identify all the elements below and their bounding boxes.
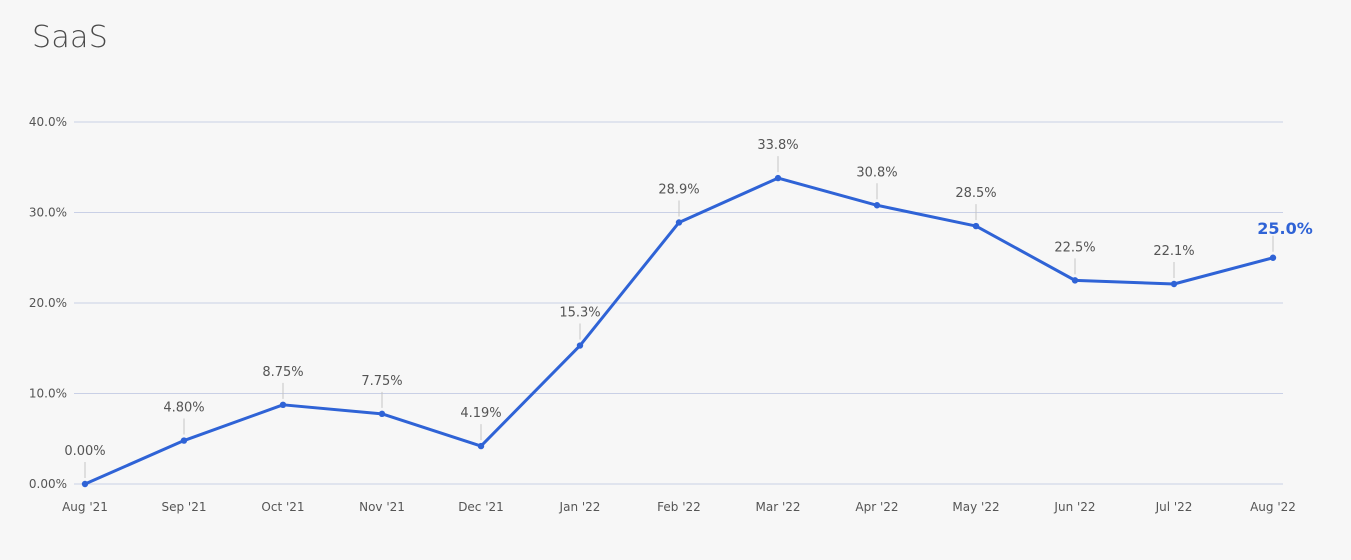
data-point xyxy=(378,410,386,418)
x-tick-label: Jun '22 xyxy=(1053,500,1095,514)
x-tick-label: Aug '22 xyxy=(1250,500,1296,514)
y-tick-label: 10.0% xyxy=(29,387,67,401)
data-label: 7.75% xyxy=(361,374,402,389)
data-point xyxy=(675,219,683,226)
data-label: 8.75% xyxy=(262,365,303,380)
y-tick-label: 0.00% xyxy=(29,477,67,491)
data-label: 15.3% xyxy=(559,306,600,321)
data-label: 22.1% xyxy=(1153,244,1194,259)
chart-title: SaaS xyxy=(32,20,109,55)
x-tick-label: Apr '22 xyxy=(855,500,898,514)
label-leaders xyxy=(84,156,1274,478)
x-tick-label: Oct '21 xyxy=(261,500,304,514)
y-axis: 0.00% 10.0% 20.0% 30.0% 40.0% xyxy=(29,115,67,491)
data-point xyxy=(1170,280,1178,288)
y-tick-label: 20.0% xyxy=(29,296,67,310)
x-tick-label: Mar '22 xyxy=(755,500,800,514)
data-label: 33.8% xyxy=(757,138,798,153)
data-label: 4.80% xyxy=(163,401,204,416)
data-point xyxy=(279,401,287,409)
x-tick-label: Nov '21 xyxy=(359,500,405,514)
data-label: 4.19% xyxy=(460,406,501,421)
x-tick-label: Jan '22 xyxy=(559,500,601,514)
data-label: 30.8% xyxy=(856,165,897,180)
data-point xyxy=(576,342,584,349)
data-label: 28.5% xyxy=(955,186,996,201)
data-point xyxy=(774,174,782,182)
x-tick-label: Feb '22 xyxy=(657,500,701,514)
x-tick-label: Sep '21 xyxy=(162,500,207,514)
x-tick-label: Dec '21 xyxy=(458,500,504,514)
data-point xyxy=(477,442,485,450)
data-label: 25.0% xyxy=(1257,219,1313,238)
data-point xyxy=(873,202,881,209)
data-labels: 0.00% 4.80% 8.75% 7.75% 4.19% 15.3% 28.9% 33.8%… xyxy=(64,138,1312,459)
gridlines xyxy=(74,121,1283,485)
data-point xyxy=(1269,254,1277,261)
data-point xyxy=(81,480,89,488)
y-tick-label: 30.0% xyxy=(29,206,67,220)
y-tick-label: 40.0% xyxy=(29,115,67,129)
x-tick-label: Jul '22 xyxy=(1155,500,1193,514)
data-label: 0.00% xyxy=(64,444,105,459)
series-group xyxy=(81,174,1277,488)
data-point xyxy=(180,437,188,444)
x-tick-label: Aug '21 xyxy=(62,500,108,514)
x-axis: Aug '21 Sep '21 Oct '21 Nov '21 Dec '21 Jan '… xyxy=(62,500,1296,514)
data-point xyxy=(972,222,980,230)
data-label: 28.9% xyxy=(658,182,699,197)
data-point xyxy=(1071,277,1079,284)
x-tick-label: May '22 xyxy=(952,500,999,514)
data-label: 22.5% xyxy=(1054,240,1095,255)
